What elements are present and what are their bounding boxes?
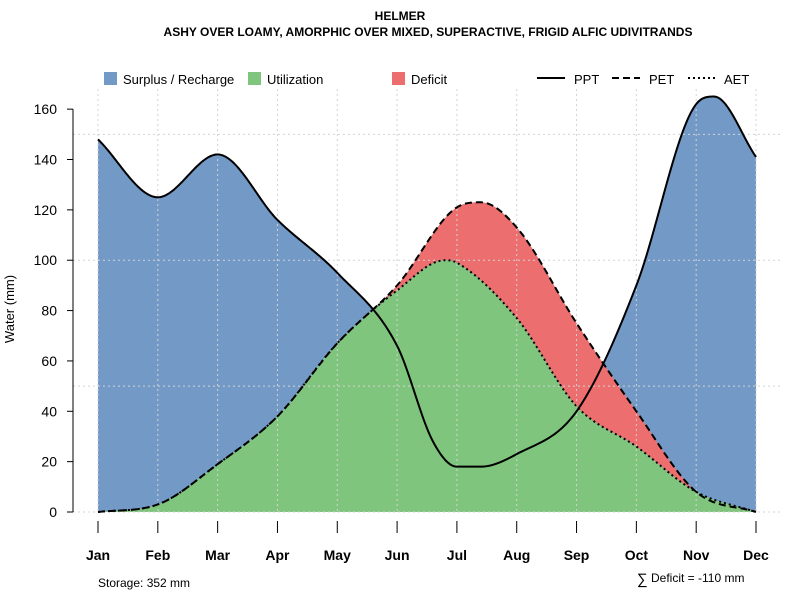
x-tick-label: Nov	[683, 547, 710, 563]
y-tick-label: 100	[34, 252, 58, 268]
ppt-line	[97, 95, 757, 468]
legend-label-utilization: Utilization	[267, 72, 323, 87]
grid-layer	[73, 89, 782, 513]
axes-layer: 0 20 40 60 80 100 120 140 160 Jan Feb Mar Apr May Jun J…	[34, 101, 769, 563]
chart-subtitle: ASHY OVER LOAMY, AMORPHIC OVER MIXED, SU…	[164, 25, 693, 39]
x-tick-label: Aug	[503, 547, 530, 563]
x-tick-label: Jul	[447, 547, 467, 563]
x-tick-label: May	[324, 547, 351, 563]
y-tick-label: 20	[41, 454, 57, 470]
x-tick-label: Jun	[385, 547, 410, 563]
aet-line	[97, 259, 757, 513]
x-tick-label: Feb	[145, 547, 170, 563]
legend-swatch-utilization	[248, 72, 261, 85]
y-tick-label: 140	[34, 152, 58, 168]
x-tick-label: Sep	[564, 547, 590, 563]
x-tick-label: Jan	[86, 547, 110, 563]
x-tick-label: Mar	[205, 547, 230, 563]
legend-label-deficit: Deficit	[411, 72, 448, 87]
chart-title: HELMER	[375, 9, 426, 23]
storage-annotation: Storage: 352 mm	[98, 576, 190, 590]
deficit-sum-symbol: ∑	[637, 571, 648, 588]
legend-label-surplus: Surplus / Recharge	[123, 72, 234, 87]
y-tick-label: 160	[34, 101, 58, 117]
x-tick-label: Apr	[265, 547, 290, 563]
area-layer	[98, 96, 756, 513]
y-tick-label: 80	[41, 303, 57, 319]
y-tick-label: 40	[41, 403, 57, 419]
legend-label-pet: PET	[649, 72, 674, 87]
utilization-area	[98, 260, 756, 512]
legend: Surplus / Recharge Utilization Deficit P…	[104, 72, 749, 87]
y-tick-label: 120	[34, 202, 58, 218]
legend-swatch-surplus	[104, 72, 117, 85]
legend-swatch-deficit	[392, 72, 405, 85]
y-tick-label: 60	[41, 353, 57, 369]
y-tick-label: 0	[49, 504, 57, 520]
deficit-annotation: Deficit = -110 mm	[651, 571, 744, 585]
x-tick-label: Dec	[743, 547, 769, 563]
x-tick-label: Oct	[625, 547, 649, 563]
y-axis-label: Water (mm)	[2, 275, 17, 343]
legend-label-ppt: PPT	[574, 72, 599, 87]
deficit-area	[98, 202, 756, 513]
legend-label-aet: AET	[724, 72, 749, 87]
line-layer	[97, 95, 757, 513]
pet-line	[97, 201, 757, 513]
